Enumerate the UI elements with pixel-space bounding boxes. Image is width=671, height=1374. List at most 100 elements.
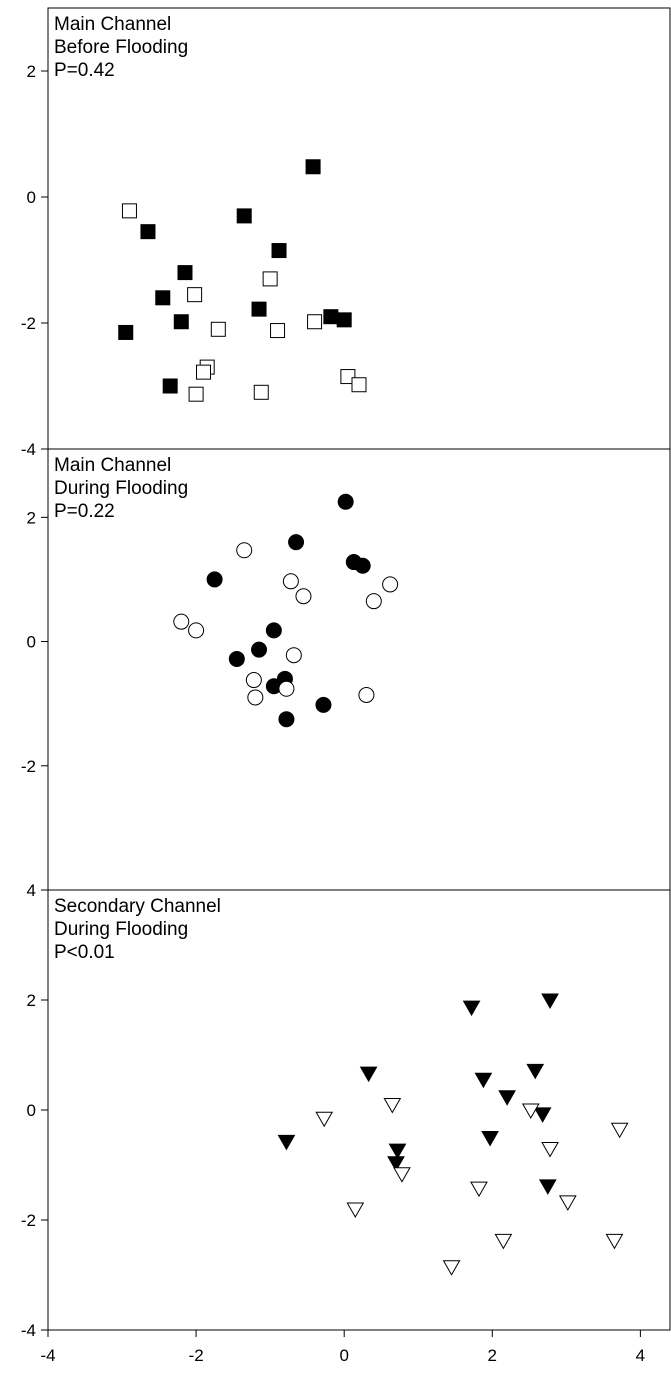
data-point	[140, 224, 156, 240]
y-tick-label: 0	[27, 633, 36, 652]
data-points	[118, 159, 629, 1276]
x-tick-label: -2	[189, 1346, 204, 1365]
data-point	[481, 1131, 499, 1147]
data-point	[337, 493, 354, 510]
x-tick-label: 2	[488, 1346, 497, 1365]
x-tick-label: -4	[40, 1346, 55, 1365]
data-point	[388, 1143, 407, 1160]
data-point	[187, 287, 203, 303]
data-point	[196, 364, 211, 380]
data-point	[295, 588, 312, 605]
data-point	[245, 672, 262, 689]
data-point	[315, 696, 332, 713]
data-point	[526, 1063, 545, 1080]
data-point	[538, 1179, 557, 1195]
axis-ticks: -4 -2 0 2 -2 0 2 -4 -2 0 2 4 -4 -2 0 2 4	[21, 62, 645, 1365]
data-point	[118, 324, 134, 340]
data-point	[177, 265, 193, 281]
data-point	[251, 641, 268, 658]
data-point	[162, 378, 178, 394]
y-tick-label: 2	[27, 62, 36, 81]
data-point	[188, 386, 204, 402]
data-point	[462, 1000, 481, 1017]
panel-1-label-line: Main Channel	[54, 14, 171, 35]
data-point	[271, 243, 287, 259]
data-point	[541, 993, 559, 1010]
data-point	[206, 571, 223, 588]
panel-3-label-line: During Flooding	[54, 919, 188, 940]
data-point	[288, 534, 305, 551]
data-point	[173, 314, 189, 330]
data-point	[305, 159, 321, 175]
panel-1-label-line: Before Flooding	[54, 37, 188, 58]
data-point	[383, 1098, 402, 1114]
data-point	[354, 557, 371, 574]
data-point	[188, 622, 205, 639]
x-tick-label: 0	[339, 1346, 348, 1365]
data-point	[359, 1066, 378, 1083]
data-point	[351, 377, 367, 393]
y-tick-label: -2	[21, 757, 36, 776]
data-point	[541, 1142, 559, 1158]
data-point	[365, 593, 382, 610]
data-point	[270, 323, 286, 339]
data-point	[387, 1156, 405, 1172]
data-point	[236, 542, 253, 559]
data-point	[558, 1195, 577, 1211]
panel-2-label-line: P=0.22	[54, 501, 115, 522]
data-point	[228, 650, 245, 667]
data-point	[173, 613, 190, 630]
data-point	[121, 203, 137, 219]
plot-frames	[47, 7, 671, 1331]
panel-frame-2	[47, 448, 671, 891]
data-point	[494, 1233, 513, 1250]
y-tick-label: 4	[27, 881, 36, 900]
data-point	[470, 1181, 488, 1198]
panel-1-label-line: P=0.42	[54, 60, 115, 81]
data-point	[247, 689, 264, 706]
panel-2-label-line: During Flooding	[54, 478, 188, 499]
y-tick-label: 2	[27, 508, 36, 527]
data-point	[262, 271, 278, 287]
y-tick-label: 0	[27, 188, 36, 207]
y-tick-label: -2	[21, 314, 36, 333]
data-point	[533, 1107, 552, 1123]
panel-frame-3	[47, 889, 671, 1331]
data-point	[236, 208, 252, 224]
data-point	[393, 1167, 411, 1183]
data-point	[605, 1233, 624, 1250]
data-point	[278, 680, 295, 697]
y-tick-label: 2	[27, 991, 36, 1010]
data-point	[474, 1072, 493, 1089]
y-tick-label: -4	[21, 440, 36, 459]
data-point	[251, 301, 267, 317]
data-point	[336, 312, 352, 328]
panel-2-label-line: Main Channel	[54, 455, 171, 476]
data-point	[278, 711, 295, 728]
data-point	[285, 647, 302, 664]
data-point	[265, 622, 282, 639]
y-tick-label: -4	[21, 1321, 36, 1340]
data-point	[442, 1260, 461, 1276]
data-point	[382, 576, 399, 593]
data-point	[253, 384, 269, 400]
y-tick-label: -2	[21, 1211, 36, 1230]
data-point	[307, 314, 323, 330]
data-point	[358, 686, 375, 703]
x-tick-label: 4	[636, 1346, 645, 1365]
data-point	[521, 1103, 540, 1120]
y-tick-label: 0	[27, 1101, 36, 1120]
data-point	[340, 369, 356, 385]
data-point	[282, 573, 299, 590]
data-point	[498, 1090, 516, 1106]
data-point	[346, 1202, 365, 1219]
data-point	[210, 321, 226, 337]
data-point	[323, 309, 339, 325]
data-point	[610, 1122, 629, 1139]
data-point	[155, 290, 171, 306]
panel-3-label-line: Secondary Channel	[54, 896, 221, 917]
panel-3-label-line: P<0.01	[54, 942, 115, 963]
data-point	[315, 1111, 334, 1128]
